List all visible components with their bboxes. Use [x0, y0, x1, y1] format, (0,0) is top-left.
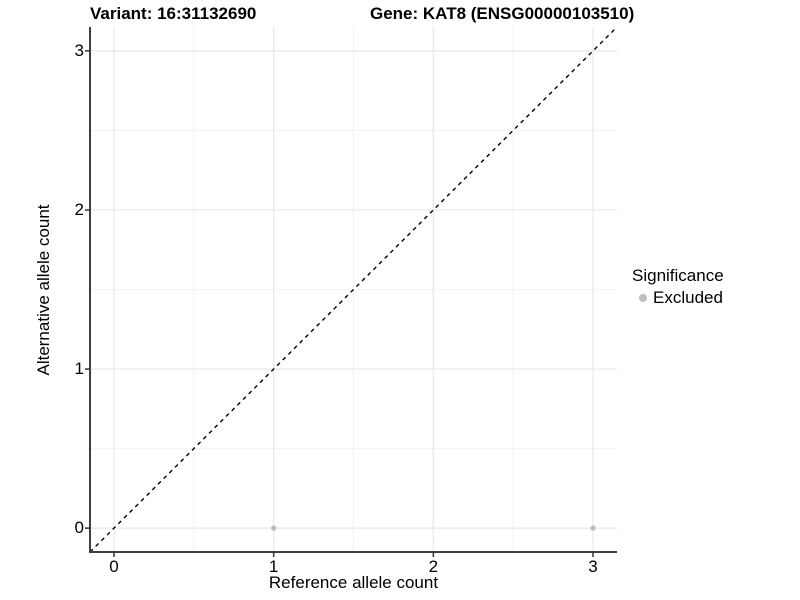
x-tick-label: 3 — [588, 557, 598, 576]
y-tick-label: 1 — [74, 359, 84, 379]
legend-title: Significance — [632, 266, 724, 285]
data-point — [271, 525, 277, 531]
data-point — [590, 525, 596, 531]
identity-dashed-line — [89, 26, 618, 553]
x-axis-title: Reference allele count — [268, 573, 439, 592]
y-axis-title: Alternative allele count — [34, 204, 53, 376]
legend-item-excluded: Excluded — [632, 288, 724, 308]
x-tick-label: 2 — [428, 557, 439, 576]
y-tick-label: 2 — [74, 199, 84, 219]
y-tick-label: 3 — [74, 40, 84, 60]
legend: Significance Excluded — [632, 266, 724, 308]
x-tick-label: 0 — [109, 557, 119, 576]
legend-item-label: Excluded — [653, 288, 723, 307]
variant-title: Variant: 16:31132690 — [90, 4, 257, 23]
x-tick-label: 1 — [268, 557, 279, 576]
excluded-point-icon — [639, 294, 647, 302]
gene-title: Gene: KAT8 (ENSG00000103510) — [370, 4, 635, 23]
y-tick-label: 0 — [74, 518, 84, 538]
